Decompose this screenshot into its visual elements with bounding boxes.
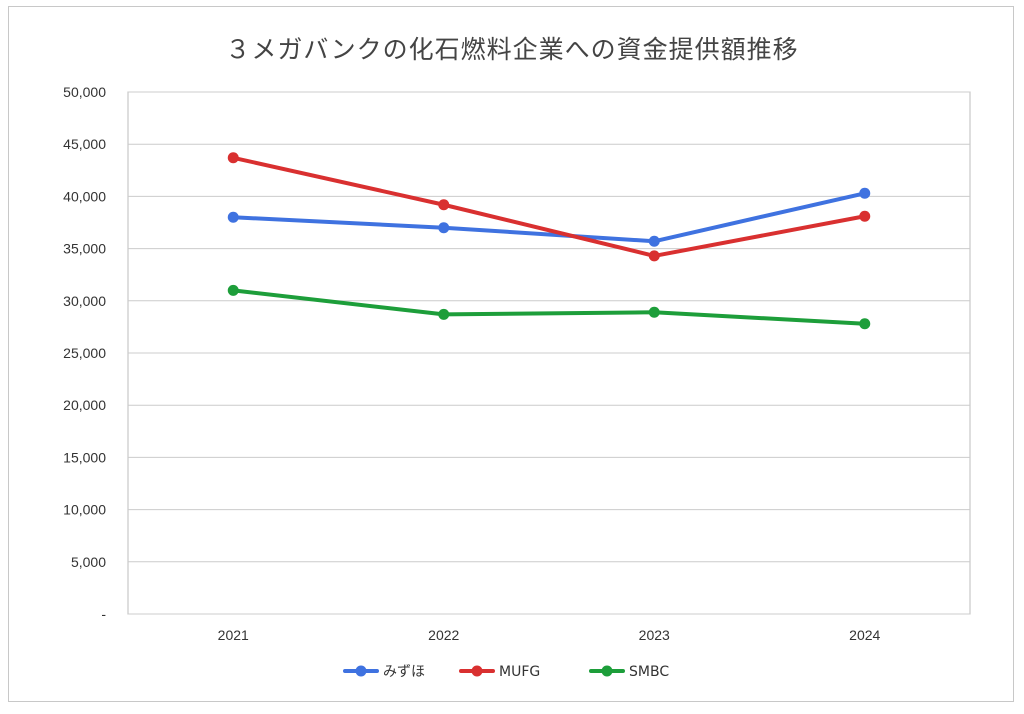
data-point [859, 210, 871, 222]
y-tick-label: 20,000 [63, 397, 106, 413]
data-point [438, 222, 450, 234]
y-tick-label: - [101, 606, 106, 622]
y-tick-label: 10,000 [63, 502, 106, 518]
chart-title: ３メガバンクの化石燃料企業への資金提供額推移 [225, 35, 799, 64]
data-point [648, 250, 660, 262]
legend-swatch-dot [471, 665, 483, 677]
y-tick-label: 5,000 [71, 554, 106, 570]
legend-label: みずほ [383, 664, 425, 680]
data-point [859, 187, 871, 199]
legend-swatch-dot [601, 665, 613, 677]
chart-frame [8, 6, 1014, 702]
legend-swatch-dot [355, 665, 367, 677]
legend-label: SMBC [629, 664, 669, 680]
x-tick-label: 2022 [428, 627, 459, 643]
series-lines [227, 152, 871, 330]
grid-lines [127, 91, 971, 615]
data-point [438, 308, 450, 320]
x-tick-label: 2021 [218, 627, 249, 643]
y-tick-label: 45,000 [63, 136, 106, 152]
series-line [231, 155, 867, 258]
x-tick-label: 2024 [849, 627, 880, 643]
x-tick-label: 2023 [639, 627, 670, 643]
legend: みずほ MUFG SMBC [343, 664, 669, 680]
y-tick-label: 30,000 [63, 293, 106, 309]
y-tick-label: 40,000 [63, 188, 106, 204]
data-point [648, 235, 660, 247]
data-point [227, 152, 239, 164]
y-tick-label: 50,000 [63, 84, 106, 100]
legend-label: MUFG [499, 664, 540, 680]
axis-labels: - 5,000 10,000 15,000 20,000 25,000 30,000 35,0… [63, 84, 880, 643]
data-point [227, 284, 239, 296]
y-tick-label: 25,000 [63, 345, 106, 361]
series-line [231, 288, 867, 326]
y-tick-label: 15,000 [63, 449, 106, 465]
data-point [438, 199, 450, 211]
series-line [231, 191, 867, 244]
data-point [648, 306, 660, 318]
data-point [859, 318, 871, 330]
y-tick-label: 35,000 [63, 241, 106, 257]
data-point [227, 211, 239, 223]
